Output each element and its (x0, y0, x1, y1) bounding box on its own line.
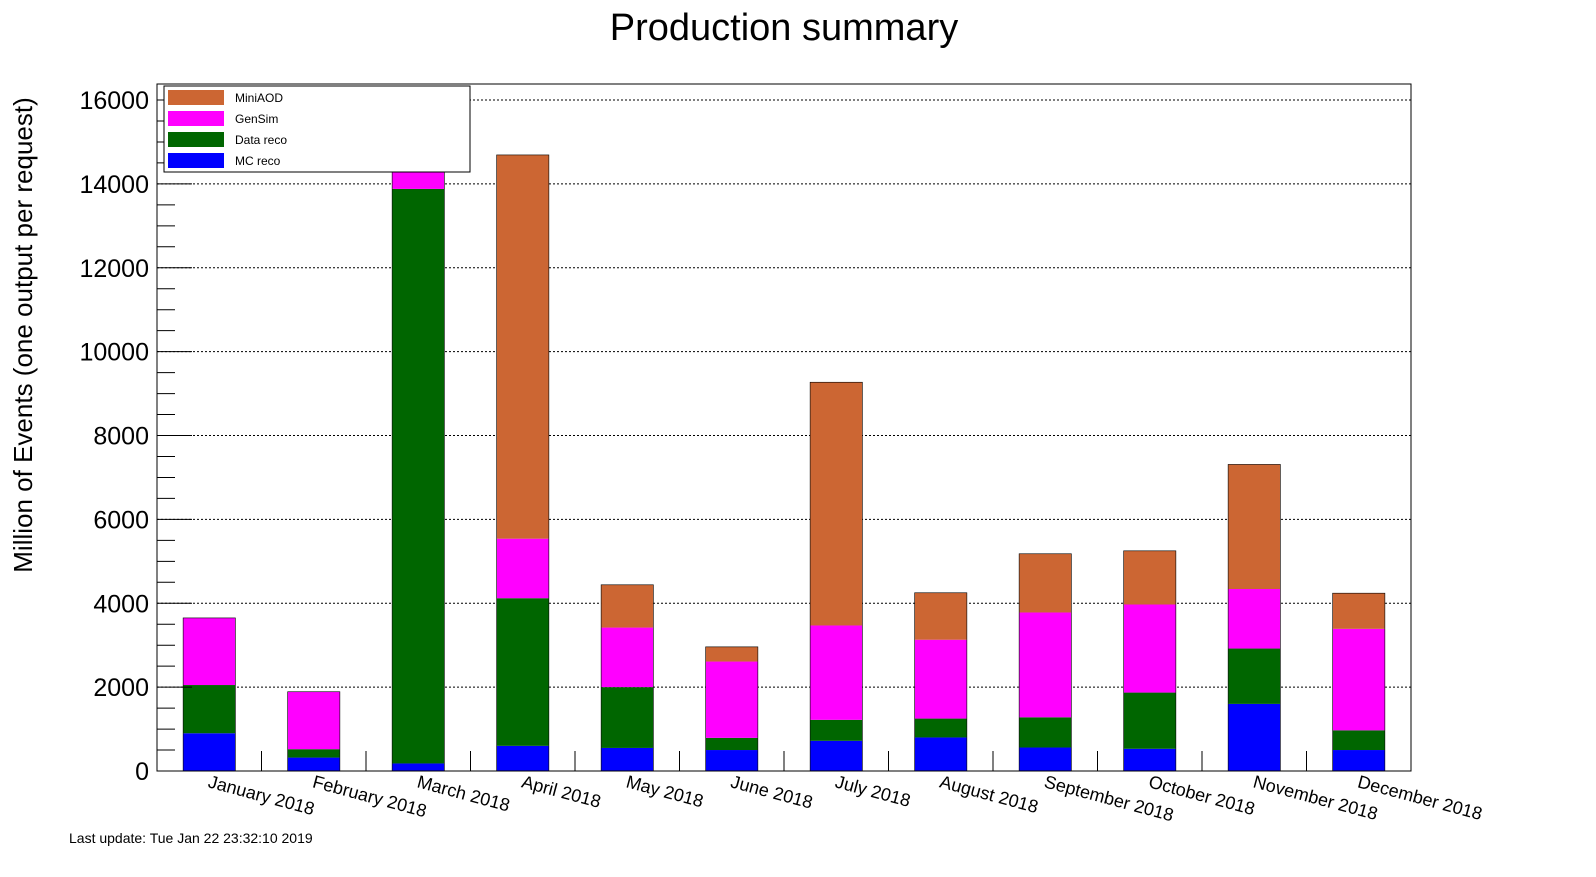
bar-mc-reco (1228, 703, 1281, 771)
y-tick-label: 14000 (79, 171, 149, 199)
bar-mc-reco (705, 750, 758, 771)
bar-mc-reco (601, 747, 654, 771)
bar-gensim (496, 538, 549, 599)
bar-gensim (287, 691, 340, 750)
bar-mc-reco (914, 737, 967, 771)
bar-gensim (601, 627, 654, 688)
y-axis-label: Million of Events (one output per reques… (8, 97, 38, 572)
bar-gensim (1019, 612, 1072, 718)
x-tick-label: April 2018 (520, 772, 603, 812)
legend-swatch (168, 111, 224, 126)
y-axis-ticks: 0 2000 4000 6000 8000 10000 12000 14000 16000 (79, 87, 1307, 786)
bar-gensim (1228, 588, 1281, 649)
bar-gensim (1123, 604, 1176, 693)
bar-mc-reco (1123, 748, 1176, 771)
bar-mc-reco (183, 733, 236, 771)
bar-mc-reco (287, 757, 340, 771)
bar-data-reco (287, 749, 340, 758)
legend-label: MC reco (235, 154, 281, 168)
legend-swatch (168, 153, 224, 168)
bar-gensim (810, 625, 863, 720)
bar-data-reco (914, 718, 967, 738)
bar-miniaod (1019, 553, 1072, 613)
bar-mc-reco (392, 763, 445, 771)
bar-gensim (705, 661, 758, 738)
x-tick-label: March 2018 (415, 772, 512, 816)
bar-mc-reco (1332, 750, 1385, 771)
y-tick-label: 8000 (93, 423, 149, 451)
y-tick-label: 6000 (93, 506, 149, 534)
bar-miniaod (810, 382, 863, 626)
x-tick-label: June 2018 (729, 772, 815, 813)
bar-miniaod (705, 646, 758, 662)
bar-data-reco (496, 598, 549, 746)
bar-mc-reco (1019, 747, 1072, 771)
legend: MiniAOD GenSim Data reco MC reco (163, 85, 471, 173)
y-tick-label: 12000 (79, 255, 149, 283)
bar-mc-reco (810, 740, 863, 771)
bar-miniaod (1228, 464, 1281, 589)
last-update-text: Last update: Tue Jan 22 23:32:10 2019 (69, 830, 313, 846)
bars (182, 104, 1386, 772)
y-tick-label: 4000 (93, 590, 149, 618)
bar-gensim (183, 617, 236, 686)
chart-title: Production summary (610, 7, 958, 49)
plot-frame (156, 83, 1412, 772)
y-tick-label: 10000 (79, 339, 149, 367)
legend-swatch (168, 90, 224, 105)
y-tick-label: 16000 (79, 87, 149, 115)
bar-data-reco (810, 719, 863, 741)
grid-lines (157, 99, 1411, 688)
bar-data-reco (183, 685, 236, 734)
bar-data-reco (392, 188, 445, 764)
legend-label: Data reco (235, 133, 287, 147)
legend-label: GenSim (235, 112, 278, 126)
x-tick-label: May 2018 (624, 772, 706, 812)
bar-data-reco (1019, 717, 1072, 748)
bar-miniaod (1332, 593, 1385, 629)
bar-miniaod (1123, 550, 1176, 605)
bar-data-reco (601, 687, 654, 748)
bar-data-reco (705, 737, 758, 751)
bar-miniaod (601, 584, 654, 628)
legend-swatch (168, 132, 224, 147)
bar-gensim (914, 639, 967, 719)
bar-data-reco (1332, 730, 1385, 751)
x-tick-label: August 2018 (938, 772, 1041, 817)
bar-data-reco (1123, 692, 1176, 749)
bar-mc-reco (496, 745, 549, 771)
y-tick-label: 2000 (93, 674, 149, 702)
bar-miniaod (496, 154, 549, 539)
x-tick-label: January 2018 (206, 772, 317, 820)
legend-label: MiniAOD (235, 91, 283, 105)
y-tick-label: 0 (135, 758, 149, 786)
x-tick-label: February 2018 (311, 772, 429, 822)
bar-gensim (1332, 628, 1385, 731)
bar-data-reco (1228, 648, 1281, 704)
x-tick-label: July 2018 (833, 772, 913, 811)
bar-miniaod (914, 592, 967, 640)
